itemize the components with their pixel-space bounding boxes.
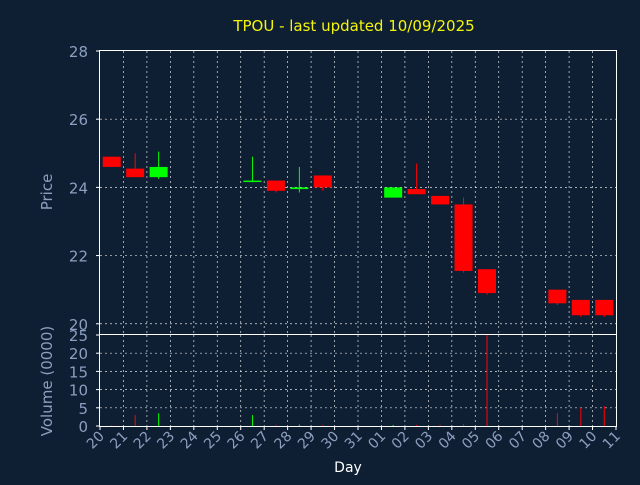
candle-body xyxy=(454,204,473,271)
x-axis-ticks: 20 21 22 23 24 25 26 27 28 29 30 31 01 02 03 04 05 06 07 08… xyxy=(84,426,624,452)
price-tick-label: 22 xyxy=(69,248,88,266)
volume-layer xyxy=(111,335,605,426)
volume-grid xyxy=(100,335,616,426)
candle-body xyxy=(431,195,450,205)
volume-tick-label: 25 xyxy=(69,327,88,345)
candle-body xyxy=(102,156,121,167)
candle-body xyxy=(149,166,168,178)
candle-body xyxy=(384,187,403,198)
candle-body xyxy=(266,180,285,191)
x-axis-label: Day xyxy=(334,460,362,476)
volume-tick-label: 10 xyxy=(69,382,88,400)
price-tick-label: 24 xyxy=(69,179,88,197)
candle-body xyxy=(243,180,262,183)
candle-body xyxy=(290,187,309,190)
volume-tick-label: 15 xyxy=(69,363,88,381)
candle-body xyxy=(571,299,590,316)
candle-body xyxy=(548,289,567,304)
volume-tick-label: 20 xyxy=(69,345,88,363)
candle-body xyxy=(126,168,145,178)
price-grid xyxy=(100,51,616,334)
candle-body xyxy=(595,299,614,316)
volume-tick-label: 0 xyxy=(78,418,88,436)
price-tick-label: 28 xyxy=(69,43,88,61)
chart-title: TPOU - last updated 10/09/2025 xyxy=(232,17,474,35)
candle-body xyxy=(313,175,332,188)
price-axis-label: Price xyxy=(38,174,56,211)
price-tick-label: 26 xyxy=(69,111,88,129)
price-tick-label: 20 xyxy=(69,316,88,334)
candle-body xyxy=(407,189,426,195)
candle-body xyxy=(478,269,496,294)
price-axis-ticks: 20 22 24 26 28 xyxy=(69,43,100,334)
candles-layer xyxy=(102,151,614,317)
volume-tick-label: 5 xyxy=(78,400,88,418)
volume-axis-label: Volume (0000) xyxy=(38,326,56,436)
